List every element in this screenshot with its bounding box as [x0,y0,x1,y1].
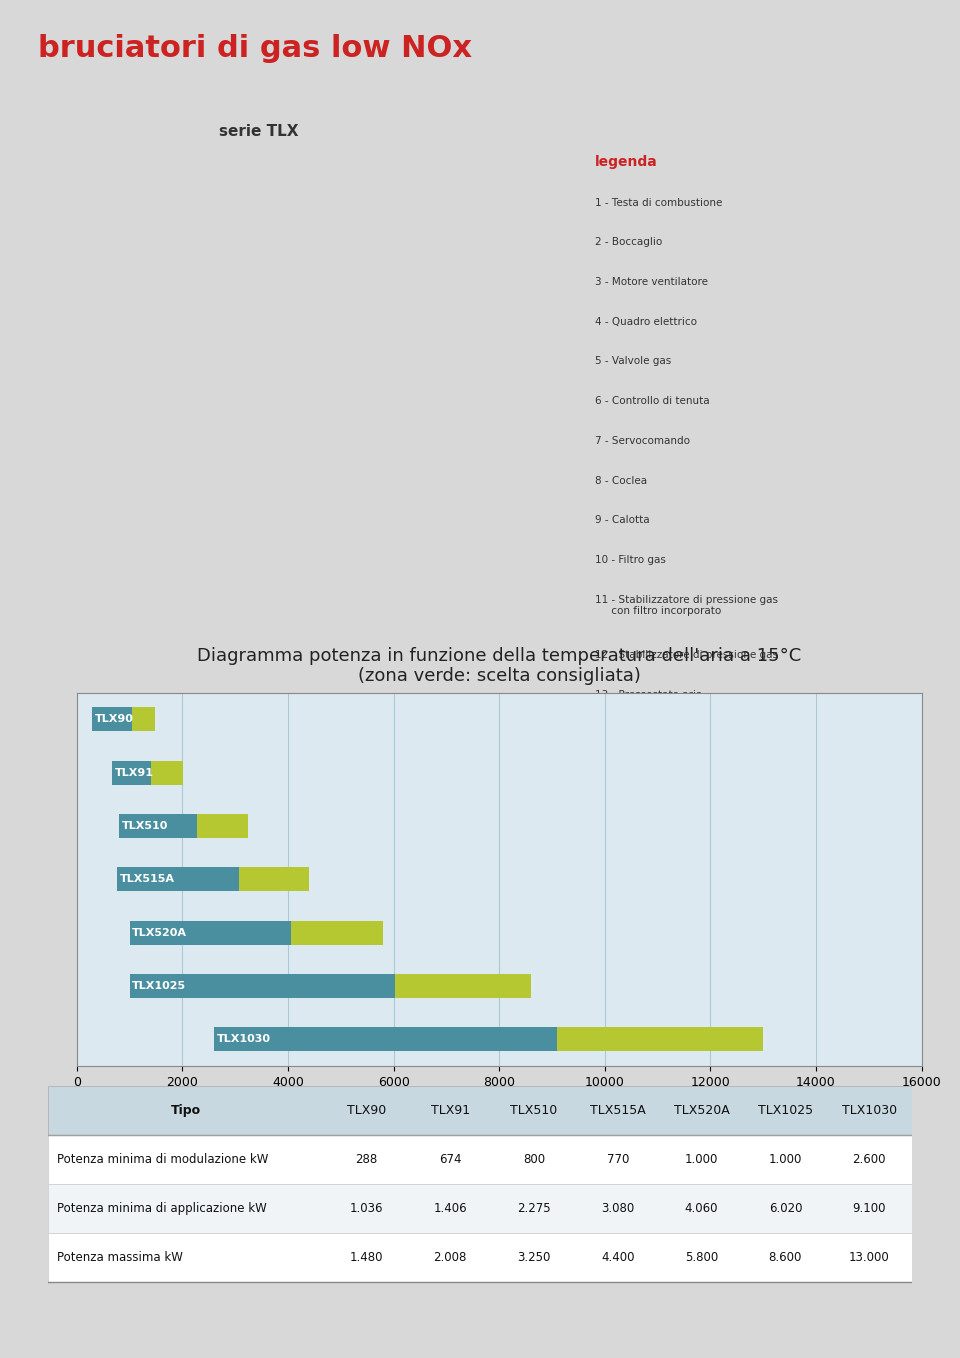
X-axis label: Potenza bruciatore (kW): Potenza bruciatore (kW) [403,1095,595,1108]
Text: 13.000: 13.000 [849,1251,890,1264]
Text: 4.400: 4.400 [601,1251,635,1264]
FancyBboxPatch shape [48,1135,912,1184]
Bar [395,974,531,998]
Text: Potenza massima kW: Potenza massima kW [57,1251,182,1264]
Text: TLX90: TLX90 [95,714,133,724]
Text: 7 - Servocomando: 7 - Servocomando [595,436,690,445]
Text: TLX1030: TLX1030 [217,1035,271,1044]
Title: Diagramma potenza in funzione della temperatura dell'aria a 15°C
(zona verde: sc: Diagramma potenza in funzione della temp… [197,646,802,686]
Bar [151,760,182,785]
FancyBboxPatch shape [48,1233,912,1282]
Text: TLX1025: TLX1025 [132,980,186,991]
Bar [119,813,249,838]
Text: 2 - Boccaglio: 2 - Boccaglio [595,238,662,247]
Text: 3.080: 3.080 [601,1202,635,1215]
Text: 14 - Silenziatore: 14 - Silenziatore [595,729,681,739]
Text: TLX510: TLX510 [511,1104,558,1118]
Bar [291,921,383,945]
Text: 9 - Calotta: 9 - Calotta [595,515,650,526]
Text: legenda: legenda [595,155,658,168]
Text: tipi di regolazione: tipi di regolazione [595,775,737,789]
Text: 4 - Quadro elettrico: 4 - Quadro elettrico [595,316,697,327]
Bar [112,760,182,785]
Text: 9.100: 9.100 [852,1202,886,1215]
Bar [92,708,155,731]
Text: 11 - Stabilizzatore di pressione gas
     con filtro incorporato: 11 - Stabilizzatore di pressione gas con… [595,595,779,617]
Text: 5 - Valvole gas: 5 - Valvole gas [595,356,671,367]
Text: 288: 288 [355,1153,377,1167]
Text: 3 - Motore ventilatore: 3 - Motore ventilatore [595,277,708,287]
Text: TLX91: TLX91 [431,1104,469,1118]
Bar [214,1028,763,1051]
Text: 1.036: 1.036 [349,1202,383,1215]
Text: 1.000: 1.000 [769,1153,803,1167]
Text: TLX1030: TLX1030 [842,1104,897,1118]
Text: - Gas naturale: - Gas naturale [595,998,669,1008]
Text: Tipo: Tipo [171,1104,202,1118]
Text: - Cascata: - Cascata [595,903,644,914]
Text: combustibili: combustibili [595,949,690,963]
Text: bruciatori di gas low NOx: bruciatori di gas low NOx [38,34,472,64]
Text: 800: 800 [523,1153,545,1167]
Text: 770: 770 [607,1153,629,1167]
FancyBboxPatch shape [48,1184,912,1233]
Text: serie TLX: serie TLX [220,125,299,140]
Text: TLX90: TLX90 [347,1104,386,1118]
Bar [117,868,309,891]
Bar [239,868,309,891]
Text: - Progressiva: - Progressiva [595,824,662,834]
Text: 1.000: 1.000 [684,1153,718,1167]
Text: 2.008: 2.008 [434,1251,467,1264]
FancyBboxPatch shape [48,1086,912,1135]
Text: TLX515A: TLX515A [120,875,175,884]
Text: 674: 674 [439,1153,462,1167]
Text: TLX515A: TLX515A [590,1104,646,1118]
Bar [130,974,531,998]
Text: - Modulante: - Modulante [595,864,658,873]
Bar [197,813,249,838]
Text: Potenza minima di applicazione kW: Potenza minima di applicazione kW [57,1202,266,1215]
Text: 6.020: 6.020 [769,1202,803,1215]
Text: 13 - Pressostato aria: 13 - Pressostato aria [595,690,703,699]
Text: TLX510: TLX510 [122,822,168,831]
Text: 8.600: 8.600 [769,1251,803,1264]
Text: 1 - Testa di combustione: 1 - Testa di combustione [595,197,723,208]
Text: 1.406: 1.406 [433,1202,467,1215]
Text: 1.480: 1.480 [349,1251,383,1264]
Bar [130,921,383,945]
Text: 10 - Filtro gas: 10 - Filtro gas [595,555,666,565]
Text: 5.800: 5.800 [685,1251,718,1264]
Text: 4.060: 4.060 [684,1202,718,1215]
Text: 2.600: 2.600 [852,1153,886,1167]
Bar [132,708,155,731]
Text: 6 - Controllo di tenuta: 6 - Controllo di tenuta [595,397,709,406]
Text: Potenza minima di modulazione kW: Potenza minima di modulazione kW [57,1153,268,1167]
Bar [557,1028,763,1051]
Text: 8 - Coclea: 8 - Coclea [595,475,647,486]
Text: TLX1025: TLX1025 [757,1104,813,1118]
Text: 3.250: 3.250 [517,1251,551,1264]
Text: TLX520A: TLX520A [674,1104,730,1118]
Text: TLX520A: TLX520A [132,928,187,937]
Text: TLX91: TLX91 [115,767,154,778]
Text: 2.275: 2.275 [517,1202,551,1215]
Text: 12 - Stabilizzatore di pressione gas: 12 - Stabilizzatore di pressione gas [595,649,779,660]
